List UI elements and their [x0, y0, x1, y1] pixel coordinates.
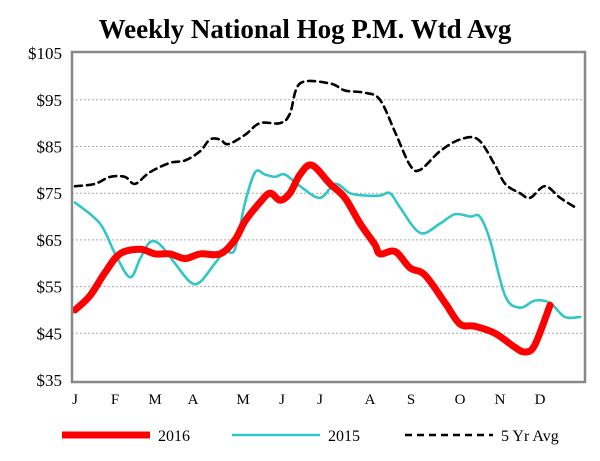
x-tick-label: N: [495, 392, 506, 408]
x-tick-label: A: [365, 392, 376, 408]
x-tick-label: O: [455, 392, 466, 408]
y-tick-label: $65: [37, 231, 63, 250]
x-tick-label: M: [236, 392, 249, 408]
y-tick-label: $105: [28, 44, 62, 63]
x-tick-label: D: [535, 392, 546, 408]
x-tick-label: J: [279, 392, 285, 408]
chart-title: Weekly National Hog P.M. Wtd Avg: [99, 14, 512, 44]
series-line-5-yr-avg: [73, 79, 577, 209]
y-tick-label: $95: [37, 91, 63, 110]
x-tick-label: J: [72, 392, 78, 408]
series-line-2015: [73, 169, 582, 320]
x-tick-label: S: [407, 392, 415, 408]
plot-frame: [70, 50, 587, 384]
x-tick-label: M: [148, 392, 161, 408]
y-tick-label: $35: [37, 371, 63, 390]
x-tick-label: J: [317, 392, 323, 408]
y-tick-label: $45: [37, 324, 63, 343]
x-tick-label: F: [111, 392, 119, 408]
legend-label: 2016: [158, 428, 190, 445]
legend-label: 2015: [328, 428, 360, 445]
legend-label: 5 Yr Avg: [501, 428, 559, 445]
y-tick-label: $75: [37, 184, 63, 203]
y-tick-label: $55: [37, 278, 63, 297]
series-line-2016: [71, 161, 554, 356]
y-tick-label: $85: [37, 138, 63, 157]
x-tick-label: A: [188, 392, 199, 408]
